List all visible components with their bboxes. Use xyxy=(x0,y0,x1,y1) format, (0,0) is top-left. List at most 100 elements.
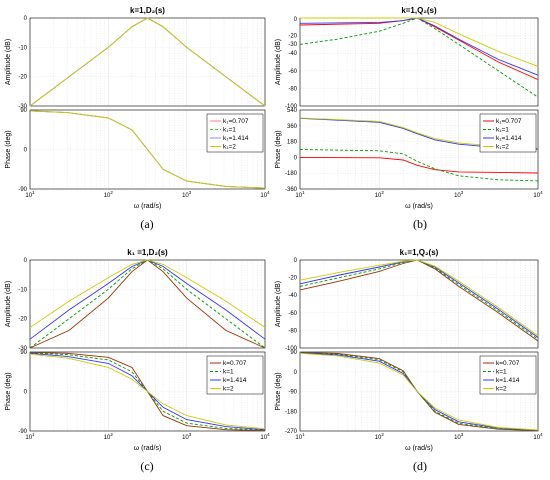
x-tick-label: 102 xyxy=(375,190,385,199)
y-tick-label: 360 xyxy=(287,124,298,130)
legend-label: k=1 xyxy=(223,369,234,376)
legend-label: k₁=2 xyxy=(496,144,509,151)
panel-title: k₁=1,Q₂(s) xyxy=(400,248,439,257)
y-tick-label: -10 xyxy=(18,287,27,293)
legend-label: k₁=0.707 xyxy=(223,118,249,125)
y-tick-label: -60 xyxy=(288,69,297,75)
legend-label: k₁=1.414 xyxy=(496,135,522,142)
amplitude-line-k--0-707 xyxy=(299,17,539,81)
amplitude-line-k--2 xyxy=(29,17,266,107)
legend-label: k=0.707 xyxy=(223,360,247,367)
y-tick-label: 0 xyxy=(294,258,298,264)
y-tick-label: -80 xyxy=(288,328,297,334)
x-tick-label: 103 xyxy=(454,432,464,441)
y-tick-label: -80 xyxy=(288,86,297,92)
y-tick-label: -90 xyxy=(18,429,27,435)
x-tick-label: 103 xyxy=(182,432,192,441)
amplitude-line-k--1 xyxy=(29,17,266,107)
amplitude-line-k--1 xyxy=(299,17,539,98)
amplitude-line-k--0-707 xyxy=(29,17,266,107)
panel-caption: (c) xyxy=(140,459,153,473)
amplitude-frame xyxy=(299,259,539,349)
phase-line-k--2 xyxy=(29,110,266,189)
phase-frame xyxy=(299,351,539,432)
panel-title: k=1,Q₂(s) xyxy=(401,6,437,15)
legend-label: k=1.414 xyxy=(496,377,520,384)
y-tick-label: 0 xyxy=(24,258,28,264)
phase-line-k--0-707 xyxy=(299,156,539,174)
legend: k₁=0.707 k₁=1k₁=1.414 k₁=2 xyxy=(479,113,537,153)
amplitude-axes-a: 0 -10 -20 -30 Amplitude (dB) xyxy=(5,16,266,110)
legend-box xyxy=(206,113,264,153)
legend-box xyxy=(479,113,537,153)
panel-a: k=1,D₂(s) 0 -10 -20 -30 Amplitude (dB) 90 0 -90 P… xyxy=(5,6,270,231)
phase-frame xyxy=(29,109,266,190)
legend-label: k₁=0.707 xyxy=(496,118,522,125)
phase-ylabel: Phase (deg) xyxy=(275,372,282,410)
amplitude-axes-b: -20 -40 -60 -80 -100 Amplitude (dB) xyxy=(275,17,539,110)
y-tick-label: 90 xyxy=(290,350,297,356)
amplitude-line-k--1-414 xyxy=(29,17,266,107)
panel-title: k=1,D₂(s) xyxy=(130,6,165,15)
y-tick-label: -100 xyxy=(285,104,298,110)
panel-caption: (d) xyxy=(413,459,427,473)
x-tick-label: 101 xyxy=(295,190,305,199)
x-tick-label: 101 xyxy=(295,432,305,441)
y-tick-label: -180 xyxy=(285,409,298,415)
panel-b: k=1,Q₂(s) -20 -40 -60 -80 -100 Amplitude (dB) 5… xyxy=(275,6,543,231)
x-tick-label: 104 xyxy=(260,432,270,441)
y-tick-label: 0 xyxy=(24,16,28,22)
amplitude-frame xyxy=(299,17,539,107)
phase-axes-a: 90 0 -90 Phase (deg) 101 102 103 104 xyxy=(5,108,270,199)
y-tick-label: 540 xyxy=(287,108,298,114)
y-tick-label: 0 xyxy=(24,148,28,154)
y-tick-label: -30 xyxy=(18,346,27,352)
y-tick-label: -40 xyxy=(288,293,297,299)
y-tick-label: -90 xyxy=(18,187,27,193)
y-tick-label: -20 xyxy=(288,34,297,40)
amplitude-line-k-2 xyxy=(299,259,539,337)
amplitude-ylabel: Amplitude (dB) xyxy=(275,281,282,327)
legend-label: k=0.707 xyxy=(496,360,520,367)
x-tick-label: 101 xyxy=(25,432,35,441)
x-axis-label: ω (rad/s) xyxy=(405,203,433,210)
legend-label: k=2 xyxy=(223,386,234,393)
y-tick-label: 180 xyxy=(287,140,298,146)
y-tick-label: -360 xyxy=(285,187,298,193)
y-tick-label: 0 xyxy=(294,17,298,23)
amplitude-axes-d: 0 -20 -40 -60 -80 -100 Amplitude (dB) xyxy=(275,258,539,352)
y-tick-label: -20 xyxy=(288,276,297,282)
y-tick-label: -90 xyxy=(288,390,297,396)
x-tick-label: 102 xyxy=(104,190,114,199)
x-tick-label: 101 xyxy=(25,190,35,199)
y-tick-label: -180 xyxy=(285,171,298,177)
phase-ylabel: Phase (deg) xyxy=(5,372,12,410)
panel-title: k₁ =1,D₂(s) xyxy=(127,248,168,257)
y-tick-label: -30 xyxy=(18,104,27,110)
legend-label: k₁=1.414 xyxy=(223,135,249,142)
y-tick-label: 0 xyxy=(294,370,298,376)
phase-line-k--1 xyxy=(299,149,539,182)
amplitude-line-k--2 xyxy=(300,17,539,67)
panel-d: k₁=1,Q₂(s) 0 -20 -40 -60 -80 -100 Amplitude (dB… xyxy=(275,248,543,473)
legend-label: k₁=1 xyxy=(496,127,509,134)
amplitude-line-k-2 xyxy=(29,259,266,328)
y-tick-label: -10 xyxy=(18,45,27,51)
legend: k₁=0.707 k₁=1k₁=1.414 k₁=2 xyxy=(206,113,264,153)
amplitude-ylabel: Amplitude (dB) xyxy=(5,281,12,327)
y-tick-label: -40 xyxy=(288,51,297,57)
x-axis-label: ω (rad/s) xyxy=(134,445,162,452)
y-tick-label: -20 xyxy=(18,317,27,323)
x-tick-label: 102 xyxy=(375,432,385,441)
panel-caption: (b) xyxy=(413,217,427,231)
amplitude-axes-c: 0 -10 -20 -30 Amplitude (dB) xyxy=(5,258,266,352)
y-tick-label: 0 xyxy=(24,390,28,396)
legend-box xyxy=(206,355,264,395)
y-tick-label: 90 xyxy=(20,108,27,114)
y-tick-label: -30 xyxy=(288,42,297,48)
amplitude-line-k--1-414 xyxy=(299,17,539,76)
x-axis-label: ω (rad/s) xyxy=(405,445,433,452)
amplitude-frame xyxy=(29,17,266,107)
amplitude-line-k-0-707 xyxy=(299,259,539,342)
